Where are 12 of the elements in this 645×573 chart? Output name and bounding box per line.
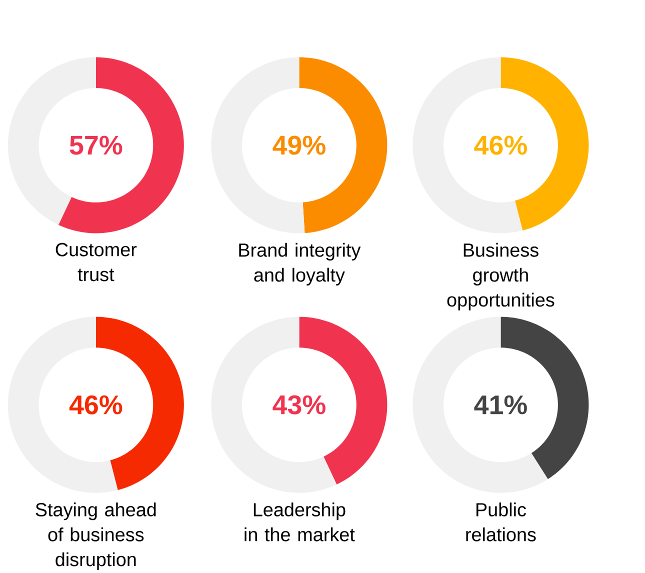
- text: Business growth opportunities: [447, 242, 554, 310]
- text: 46%: [474, 136, 527, 155]
- text: Staying ahead of business disruption: [36, 502, 156, 570]
- text: Public relations: [466, 502, 536, 542]
- text: 41%: [474, 395, 527, 414]
- text: 49%: [272, 136, 326, 155]
- text: Customer trust: [56, 242, 137, 282]
- text: 46%: [69, 395, 122, 414]
- text: 43%: [272, 395, 326, 414]
- text: Brand integrity and loyalty: [239, 242, 361, 286]
- text: 57%: [70, 136, 122, 155]
- text: Leadership in the market: [244, 502, 355, 542]
